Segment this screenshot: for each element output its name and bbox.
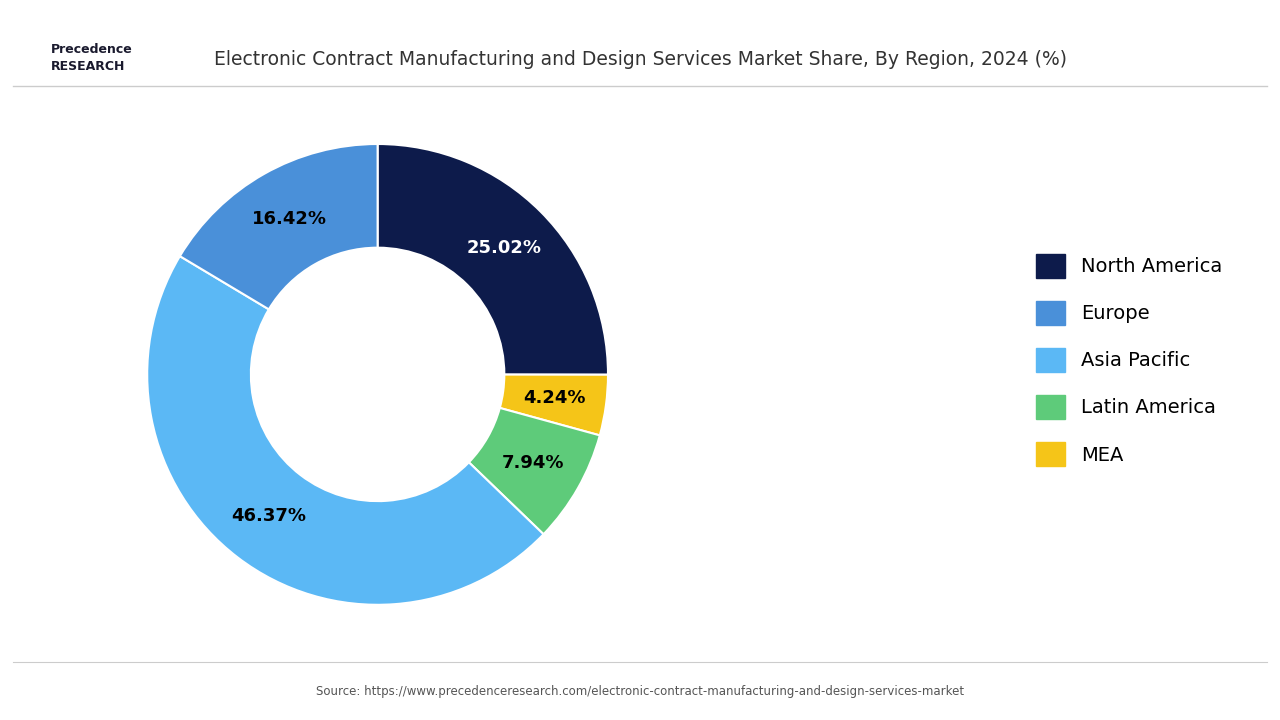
Text: Electronic Contract Manufacturing and Design Services Market Share, By Region, 2: Electronic Contract Manufacturing and De… bbox=[214, 50, 1066, 69]
Wedge shape bbox=[147, 256, 544, 605]
Text: 46.37%: 46.37% bbox=[232, 507, 307, 525]
Text: 25.02%: 25.02% bbox=[466, 239, 541, 257]
Text: Source: https://www.precedenceresearch.com/electronic-contract-manufacturing-and: Source: https://www.precedenceresearch.c… bbox=[316, 685, 964, 698]
Text: 7.94%: 7.94% bbox=[502, 454, 564, 472]
Wedge shape bbox=[180, 144, 378, 310]
Legend: North America, Europe, Asia Pacific, Latin America, MEA: North America, Europe, Asia Pacific, Lat… bbox=[1027, 244, 1231, 476]
Text: 16.42%: 16.42% bbox=[252, 210, 326, 228]
Text: Precedence
RESEARCH: Precedence RESEARCH bbox=[51, 43, 133, 73]
Wedge shape bbox=[499, 374, 608, 436]
Wedge shape bbox=[378, 144, 608, 374]
Text: 4.24%: 4.24% bbox=[524, 390, 586, 408]
Wedge shape bbox=[468, 408, 600, 534]
